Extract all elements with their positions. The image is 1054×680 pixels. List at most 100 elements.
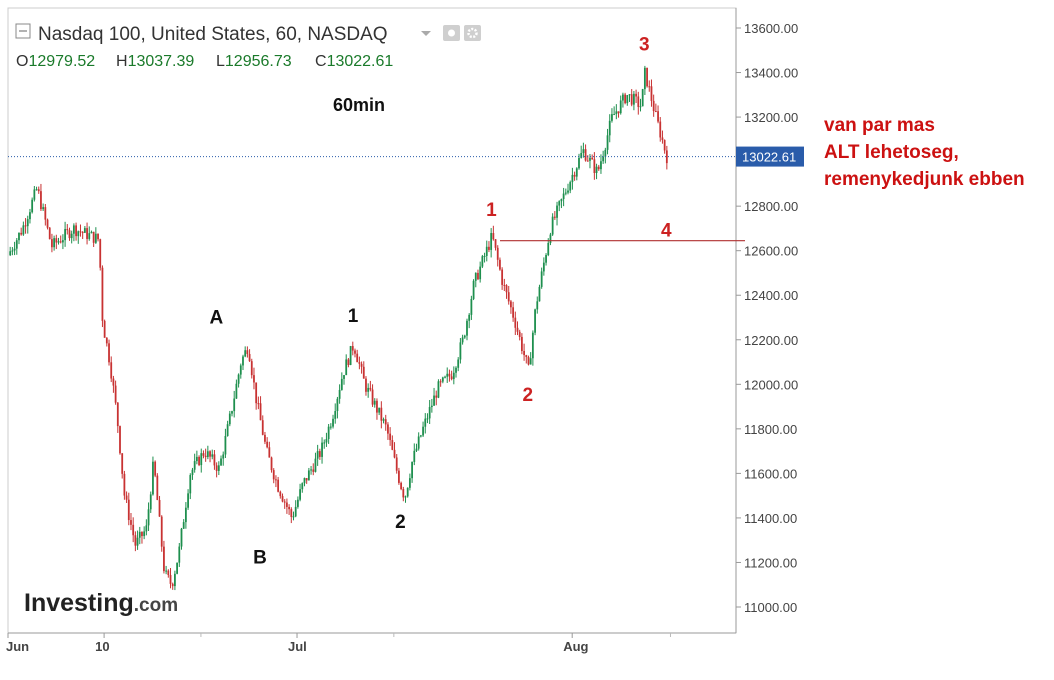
- overlays-group: 13022.61 4 A B 1 2 1 2 3: [8, 35, 804, 569]
- candle-body: [97, 233, 99, 240]
- logo-text: Investing.com: [24, 589, 178, 617]
- candle-body: [70, 233, 73, 239]
- candle-body: [220, 458, 222, 466]
- candle-body: [606, 135, 609, 150]
- candle-body: [545, 255, 547, 263]
- candle-body: [455, 367, 457, 373]
- candle-body: [31, 199, 34, 213]
- candle-body: [351, 346, 354, 351]
- candle-body: [433, 395, 435, 406]
- candle-body: [446, 373, 449, 377]
- price-chart[interactable]: 13600.0013400.0013200.0013000.0012800.00…: [0, 0, 815, 680]
- candle-body: [646, 67, 648, 87]
- y-tick-label: 13200.00: [744, 110, 798, 125]
- candle-body: [318, 451, 321, 457]
- candle-body: [562, 193, 565, 200]
- candle-body: [479, 266, 482, 280]
- candle-body: [163, 546, 165, 572]
- candle-body: [437, 381, 440, 398]
- candle-body: [299, 489, 301, 500]
- wave-label-1: 1: [348, 306, 359, 327]
- candle-body: [387, 424, 389, 434]
- candle-body: [463, 335, 466, 338]
- candle-body: [143, 531, 146, 537]
- ohlc-h: H13037.39: [116, 53, 194, 70]
- candle-body: [608, 120, 611, 136]
- candle-body: [195, 456, 198, 462]
- candle-body: [382, 419, 385, 421]
- x-axis: Jun 10 Jul Aug: [6, 633, 671, 654]
- candle-body: [426, 418, 429, 420]
- candle-body: [564, 192, 567, 194]
- ohlc-value: 12979.52: [28, 53, 95, 70]
- candle-body: [77, 231, 80, 237]
- candle-body: [176, 562, 179, 574]
- candle-body: [66, 229, 69, 231]
- candle-body: [88, 233, 91, 239]
- candle-body: [413, 450, 416, 462]
- candle-body: [305, 478, 308, 481]
- candle-body: [518, 331, 521, 337]
- candle-body: [33, 189, 36, 200]
- candle-body: [643, 67, 646, 90]
- ohlc-l: L12956.73: [216, 53, 292, 70]
- candle-body: [90, 231, 93, 234]
- candle-body: [62, 240, 64, 243]
- candle-body: [332, 418, 334, 427]
- candle-body: [516, 327, 519, 332]
- candle-body: [586, 160, 589, 162]
- candle-body: [182, 522, 185, 529]
- candle-body: [514, 317, 517, 328]
- candle-body: [312, 469, 315, 472]
- gear-icon[interactable]: [464, 25, 481, 41]
- last-price-badge: [736, 146, 804, 167]
- candle-body: [490, 233, 493, 250]
- candle-body: [187, 493, 189, 508]
- candle-body: [9, 251, 12, 256]
- candle-body: [595, 166, 598, 173]
- candle-body: [628, 94, 631, 96]
- candle-body: [384, 419, 387, 425]
- candle-body: [630, 94, 633, 105]
- ohlc-key: O: [16, 53, 28, 70]
- candle-body: [334, 411, 337, 419]
- candle-body: [448, 373, 451, 377]
- candle-body: [167, 570, 170, 575]
- candle-body: [20, 232, 23, 235]
- candle-body: [503, 284, 506, 286]
- candle-body: [422, 426, 424, 436]
- candle-body: [193, 461, 196, 470]
- candle-body: [657, 111, 659, 122]
- candle-body: [378, 407, 381, 413]
- candle-body: [310, 469, 312, 471]
- candle-body: [165, 570, 168, 572]
- ohlc-o: O12979.52: [16, 53, 95, 70]
- y-tick-label: 11200.00: [744, 555, 797, 570]
- candle-body: [257, 403, 260, 405]
- candle-body: [639, 106, 642, 108]
- wave-label-3: 3: [639, 35, 650, 56]
- candle-body: [417, 436, 420, 449]
- chevron-down-icon[interactable]: [421, 31, 431, 36]
- candle-body: [373, 400, 376, 405]
- candle-body: [290, 509, 293, 517]
- y-tick-label: 12000.00: [744, 377, 798, 392]
- candle-body: [292, 516, 295, 518]
- candle-body: [18, 232, 20, 241]
- candle-body: [92, 231, 95, 243]
- candle-body: [189, 475, 192, 494]
- candle-body: [275, 479, 277, 481]
- chart-panel[interactable]: 13600.0013400.0013200.0013000.0012800.00…: [0, 0, 815, 680]
- candle-body: [556, 205, 558, 218]
- logo-suffix: .com: [134, 595, 178, 616]
- candle-body: [406, 487, 409, 497]
- candle-body: [37, 189, 40, 192]
- candle-body: [466, 320, 468, 336]
- candle-body: [527, 356, 530, 365]
- candle-body: [400, 482, 403, 490]
- candle-body: [321, 442, 323, 457]
- candle-body: [584, 149, 587, 161]
- candle-body: [380, 407, 383, 421]
- candle-body: [235, 383, 238, 399]
- candle-body: [283, 501, 286, 503]
